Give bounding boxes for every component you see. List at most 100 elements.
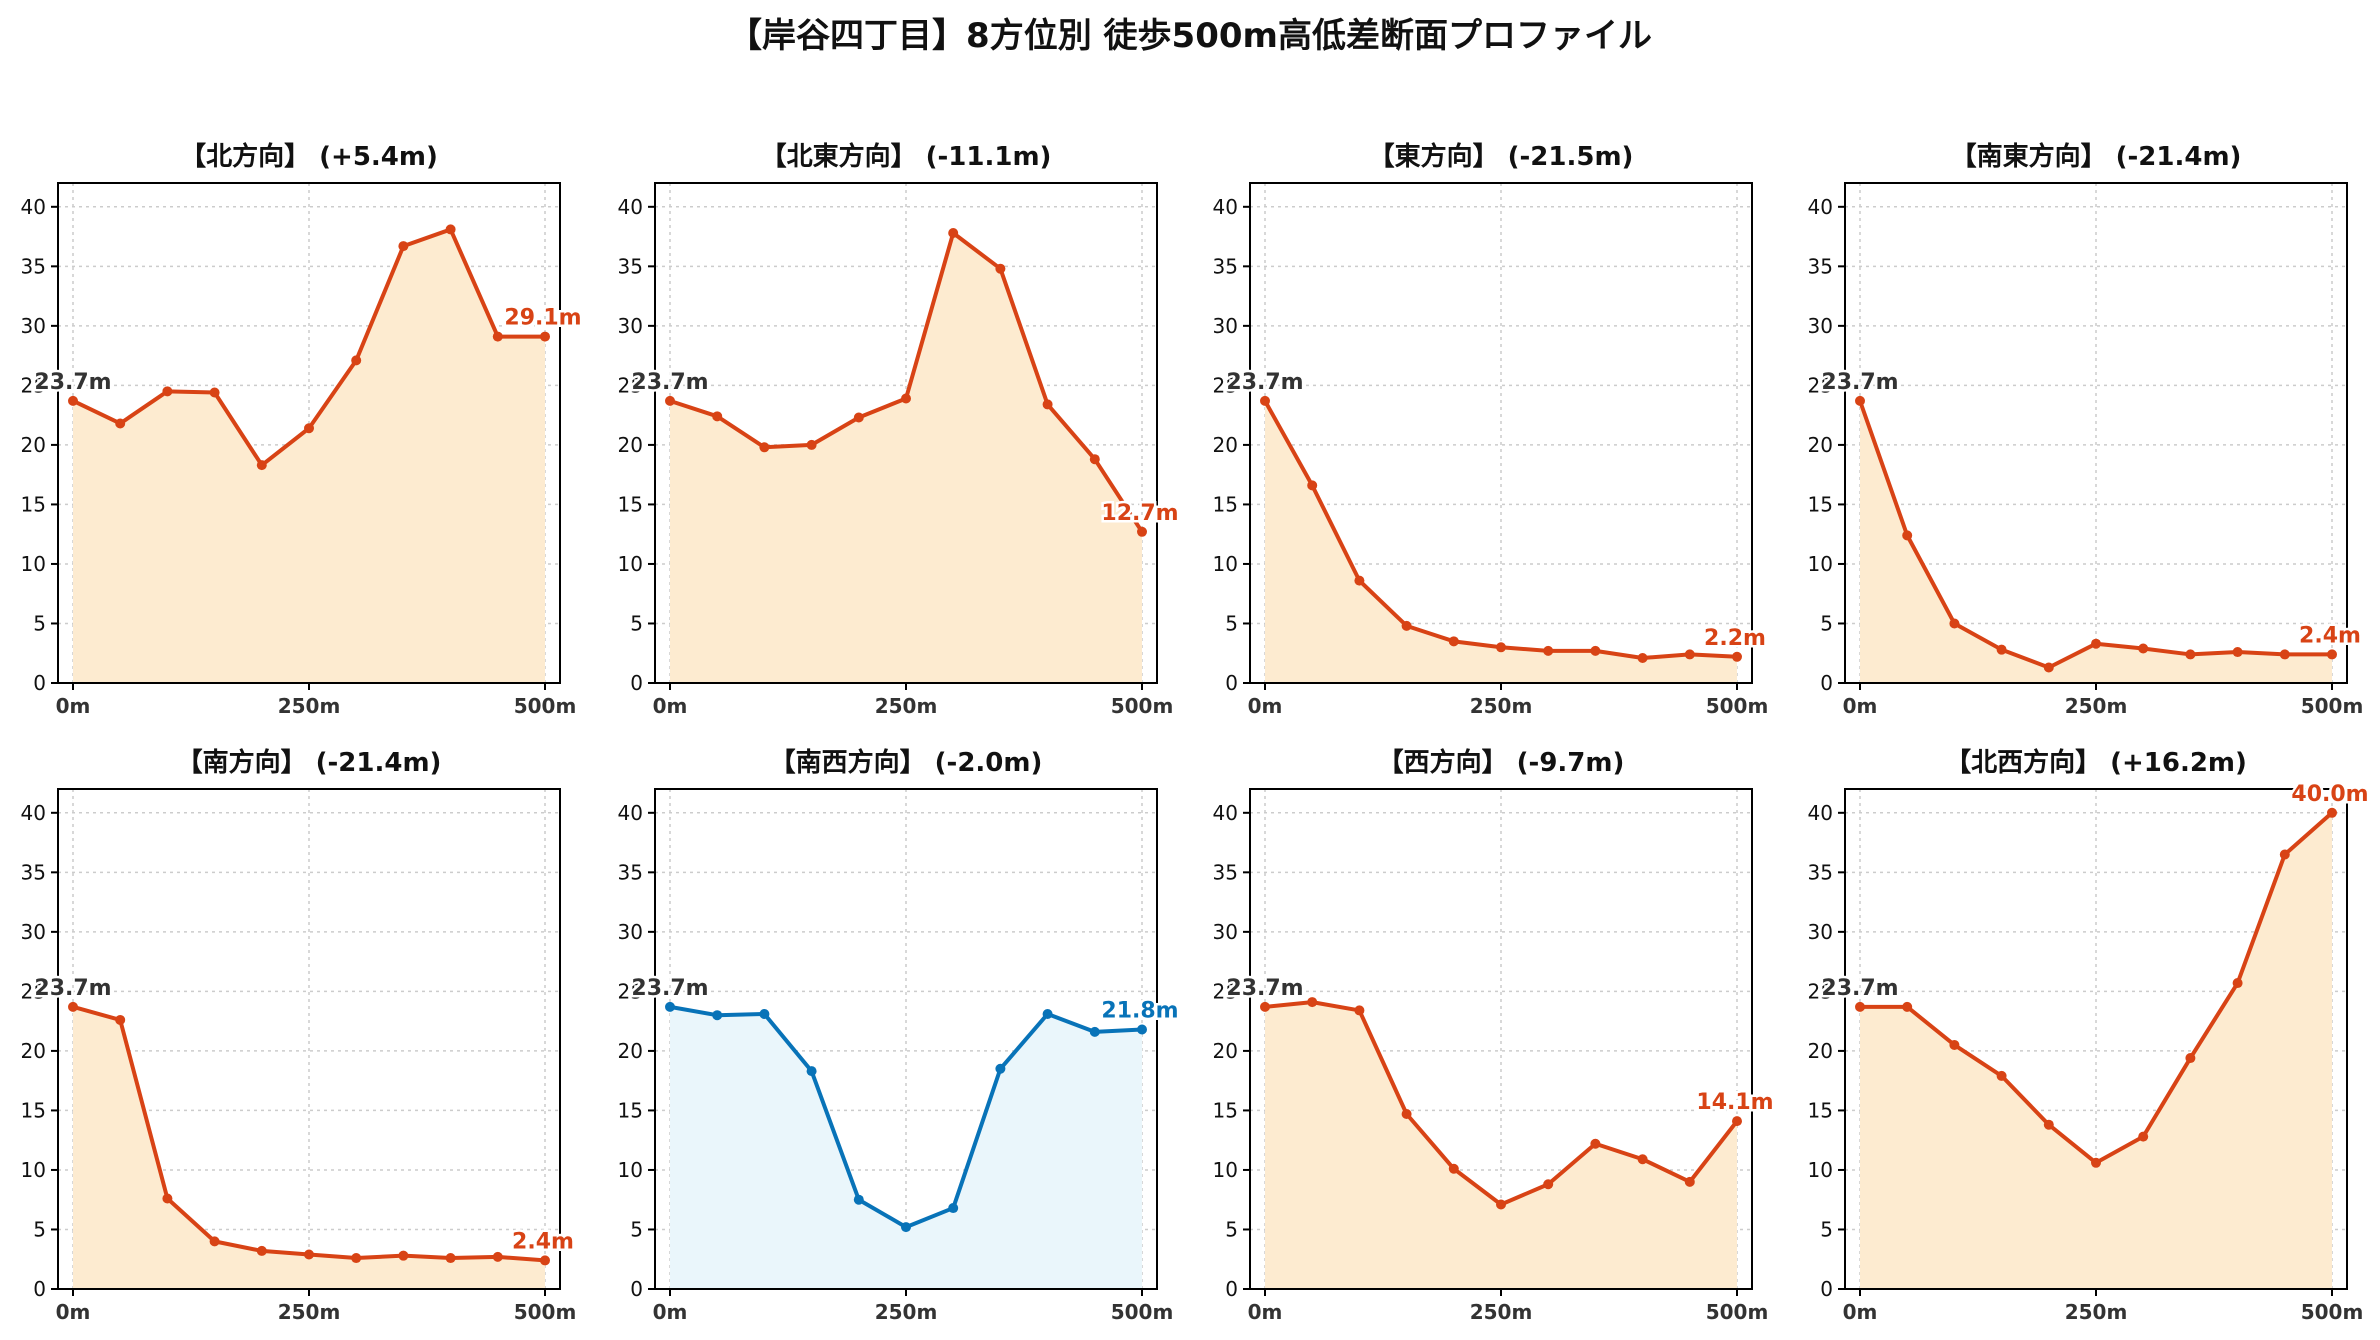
y-tick-label: 30	[1808, 920, 1833, 944]
x-tick-label: 250m	[2065, 1300, 2128, 1324]
start-value-label: 23.7m	[34, 976, 111, 1001]
data-point	[304, 423, 314, 434]
area-fill	[1860, 812, 2332, 1289]
data-point	[1590, 645, 1601, 656]
x-tick-label: 250m	[278, 694, 341, 718]
y-tick-label: 25	[1213, 373, 1238, 397]
y-tick-label: 35	[618, 860, 643, 884]
data-point	[1732, 1116, 1742, 1127]
data-point	[665, 1001, 675, 1012]
chart-title: 【北東方向】 (-11.1m)	[761, 141, 1052, 172]
data-point	[1354, 575, 1365, 586]
y-tick-label: 5	[33, 611, 46, 635]
area-fill	[670, 1006, 1142, 1289]
data-point	[1949, 618, 1960, 629]
data-point	[1089, 454, 1100, 465]
data-point	[806, 1066, 817, 1077]
data-point	[995, 1063, 1006, 1074]
start-value-label: 23.7m	[631, 370, 708, 395]
y-tick-label: 15	[1213, 1098, 1238, 1122]
data-point	[2043, 662, 2054, 673]
data-point	[1684, 1176, 1695, 1187]
y-tick-label: 5	[33, 1217, 46, 1241]
chart-panel-4: 【南方向】 (-21.4m) 0 5 10 15 20 25 30 35 40 0m 250m 500m…	[21, 747, 577, 1324]
chart-title: 【西方向】 (-9.7m)	[1378, 747, 1625, 778]
x-tick-label: 0m	[653, 1300, 688, 1324]
data-point	[712, 411, 723, 422]
y-tick-label: 25	[1808, 373, 1833, 397]
x-tick-label: 500m	[2301, 1300, 2364, 1324]
data-point	[1089, 1026, 1100, 1037]
y-tick-label: 25	[21, 979, 46, 1003]
end-value-label: 40.0m	[2291, 782, 2368, 807]
y-tick-label: 20	[21, 433, 46, 457]
y-tick-label: 30	[1808, 314, 1833, 338]
x-tick-label: 250m	[278, 1300, 341, 1324]
data-point	[1855, 1001, 1865, 1012]
chart-title: 【北西方向】 (+16.2m)	[1945, 747, 2247, 778]
y-tick-label: 20	[1213, 433, 1238, 457]
y-tick-label: 40	[1808, 195, 1833, 219]
y-tick-label: 10	[1808, 552, 1833, 576]
data-point	[540, 331, 550, 342]
y-tick-label: 30	[618, 920, 643, 944]
y-tick-label: 15	[21, 1098, 46, 1122]
start-value-label: 23.7m	[1226, 370, 1303, 395]
y-tick-label: 25	[1213, 979, 1238, 1003]
y-tick-label: 0	[1820, 671, 1833, 695]
end-value-label: 2.4m	[2299, 623, 2361, 648]
data-point	[1137, 526, 1147, 537]
x-tick-label: 0m	[56, 1300, 91, 1324]
y-tick-label: 10	[618, 1158, 643, 1182]
y-tick-label: 10	[1213, 1158, 1238, 1182]
area-fill	[73, 229, 545, 683]
y-tick-label: 0	[1225, 1277, 1238, 1301]
x-tick-label: 500m	[1706, 694, 1769, 718]
y-tick-label: 20	[1213, 1039, 1238, 1063]
y-tick-label: 30	[21, 314, 46, 338]
data-point	[1448, 636, 1459, 647]
y-tick-label: 35	[1808, 860, 1833, 884]
data-point	[1590, 1138, 1601, 1149]
data-point	[68, 1001, 78, 1012]
y-tick-label: 5	[630, 1217, 643, 1241]
y-tick-label: 5	[1820, 611, 1833, 635]
y-tick-label: 10	[21, 552, 46, 576]
y-tick-label: 35	[618, 254, 643, 278]
start-value-label: 23.7m	[1821, 976, 1898, 1001]
y-tick-label: 5	[1225, 1217, 1238, 1241]
y-tick-label: 35	[21, 254, 46, 278]
y-tick-label: 25	[1808, 979, 1833, 1003]
data-point	[1260, 1001, 1270, 1012]
y-tick-label: 20	[21, 1039, 46, 1063]
data-point	[1307, 997, 1318, 1008]
area-fill	[1265, 1002, 1737, 1289]
data-point	[665, 395, 675, 406]
y-tick-label: 0	[630, 1277, 643, 1301]
data-point	[162, 1193, 173, 1204]
data-point	[853, 1194, 864, 1205]
y-tick-label: 40	[1213, 195, 1238, 219]
data-point	[901, 393, 911, 404]
data-point	[398, 241, 409, 252]
data-point	[2327, 807, 2337, 818]
data-point	[948, 228, 959, 238]
end-value-label: 2.4m	[512, 1229, 574, 1254]
data-point	[901, 1222, 911, 1233]
x-tick-label: 500m	[514, 1300, 577, 1324]
start-value-label: 23.7m	[1226, 976, 1303, 1001]
y-tick-label: 35	[21, 860, 46, 884]
chart-panel-0: 【北方向】 (+5.4m) 0 5 10 15 20 25 30 35 40 0m 250m 500m 2…	[21, 141, 585, 718]
y-tick-label: 30	[618, 314, 643, 338]
y-tick-label: 20	[1808, 433, 1833, 457]
x-tick-label: 250m	[875, 1300, 938, 1324]
start-value-label: 23.7m	[631, 976, 708, 1001]
y-tick-label: 10	[1213, 552, 1238, 576]
data-point	[115, 418, 126, 429]
data-point	[115, 1014, 126, 1025]
data-point	[1042, 1009, 1053, 1019]
data-point	[2043, 1119, 2054, 1130]
y-tick-label: 40	[618, 801, 643, 825]
data-point	[2138, 1131, 2149, 1142]
data-point	[1637, 653, 1648, 663]
